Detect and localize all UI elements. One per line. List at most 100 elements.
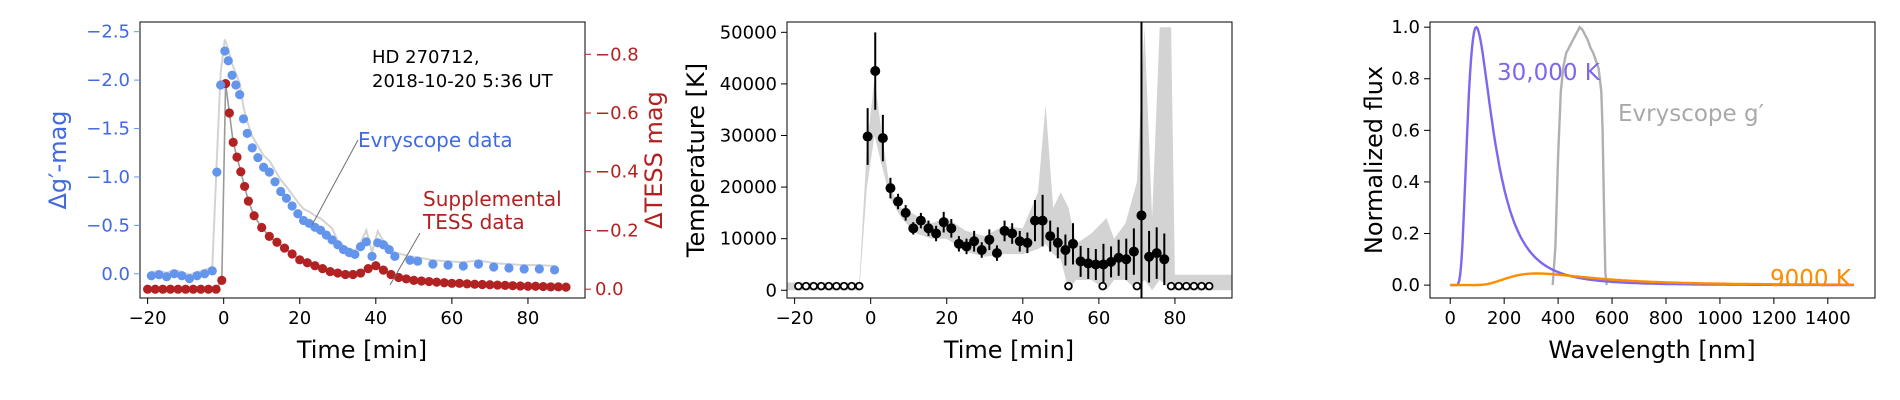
tess-point	[232, 152, 242, 162]
tess-point	[211, 284, 221, 294]
evryscope-point	[216, 80, 226, 90]
temperature-point	[1037, 215, 1048, 226]
evryscope-point	[350, 249, 360, 260]
temperature-point	[885, 183, 896, 194]
evryscope-point	[220, 46, 230, 56]
tess-point	[165, 284, 176, 294]
evryscope-point	[154, 270, 164, 280]
y-left-tick-label: −1.0	[86, 167, 130, 188]
evryscope-point	[534, 264, 544, 274]
light-curve-plot-area	[143, 39, 571, 294]
temperature-point	[1151, 248, 1162, 259]
tess-point	[470, 279, 480, 289]
x-tick-label: 800	[1649, 308, 1683, 329]
evryscope-label-pointer	[311, 139, 359, 226]
tess-point	[228, 137, 238, 147]
spectrum-axes: 0 200 400 600 800 1000 1200 1400 0.0 0.2 0.4 0.6 0.8…	[1391, 17, 1850, 329]
y-tick-label: 0	[766, 280, 777, 301]
evryscope-point	[281, 193, 292, 203]
temperature-point	[984, 234, 995, 245]
tess-point	[340, 269, 350, 280]
tess-point	[371, 261, 381, 271]
x-tick-label: 80	[1163, 308, 1186, 329]
evryscope-point	[473, 259, 484, 269]
evryscope-point	[184, 274, 195, 284]
temperature-open-point	[854, 281, 864, 291]
spectrum-panel: 0 200 400 600 800 1000 1200 1400 0.0 0.2 0.4 0.6 0.8…	[1360, 17, 1876, 364]
evryscope-point	[238, 114, 249, 124]
evryscope-point	[287, 201, 297, 211]
y-right-tick-label: −0.6	[595, 103, 639, 124]
x-tick-label: −20	[129, 308, 167, 329]
evryscope-point	[549, 265, 560, 275]
temperature-open-point	[847, 281, 856, 291]
temperature-open-point	[1174, 281, 1184, 291]
tess-point	[224, 108, 234, 118]
tess-point	[355, 268, 366, 278]
x-tick-label: 0	[1445, 308, 1456, 329]
tess-point	[173, 284, 183, 294]
tess-point	[150, 284, 160, 294]
temperature-point	[1121, 254, 1132, 265]
tess-point	[279, 243, 290, 253]
y-left-tick-label: −2.5	[86, 22, 130, 43]
temperature-point	[991, 248, 1002, 259]
tess-point	[508, 281, 518, 291]
temperature-open-point	[1166, 281, 1176, 291]
temperature-point	[1045, 231, 1056, 242]
temperature-point	[870, 66, 881, 77]
evryscope-point	[390, 251, 400, 261]
evryscope-point	[293, 209, 303, 219]
tess-point	[239, 181, 250, 192]
temperature-point	[1098, 259, 1109, 270]
light-curve-panel: −20 0 20 40 60 80 −2.5 −2.0 −1.5 −1.0 −0.5 0.0 −0.8 −…	[44, 21, 668, 364]
tess-point	[500, 280, 510, 290]
temperature-point	[1159, 254, 1170, 265]
tess-point	[363, 264, 373, 274]
x-tick-label: 0	[218, 308, 229, 329]
tess-point	[249, 211, 259, 221]
tess-point	[424, 276, 434, 287]
evryscope-point	[458, 261, 468, 271]
evryscope-point	[428, 259, 438, 269]
x-tick-label: 600	[1595, 308, 1629, 329]
y-tick-label: 0.0	[1391, 275, 1420, 296]
y-tick-label: 0.4	[1391, 172, 1420, 193]
tess-point	[394, 272, 404, 283]
evryscope-point	[384, 244, 394, 255]
x-tick-label: −20	[776, 308, 814, 329]
evryscope-point	[443, 260, 453, 270]
temperature-point	[1068, 238, 1079, 249]
temperature-point	[1075, 256, 1086, 267]
temperature-open-point	[1098, 281, 1107, 291]
evryscope-point	[235, 90, 245, 100]
evryscope-filter-curve	[1551, 25, 1608, 286]
x-tick-label: 40	[364, 308, 387, 329]
y-tick-label: 1.0	[1391, 17, 1420, 38]
y-left-tick-label: 0.0	[101, 264, 130, 285]
temperature-point	[1128, 246, 1139, 257]
label-30000k: 30,000 K	[1497, 60, 1601, 86]
light-curve-annotation-line2: 2018-10-20 5:36 UT	[372, 71, 554, 92]
tess-point	[416, 276, 427, 286]
evryscope-point	[162, 272, 172, 282]
tess-point	[348, 269, 358, 280]
evryscope-label: Evryscope data	[358, 128, 513, 152]
evryscope-point	[504, 263, 514, 273]
evryscope-point	[247, 143, 257, 153]
temperature-open-point	[1197, 281, 1206, 291]
temperature-point	[923, 223, 934, 234]
y-right-tick-label: −0.4	[595, 162, 639, 183]
temperature-axes: −20 0 20 40 60 80 0 10000 20000 30000 40000 50000	[720, 22, 1187, 329]
evryscope-point	[276, 186, 286, 197]
temperature-point	[1136, 210, 1147, 221]
evryscope-point	[413, 256, 423, 266]
y-tick-label: 30000	[720, 125, 777, 146]
tess-point	[295, 255, 305, 265]
evryscope-point	[270, 177, 280, 187]
light-curve-y-label-left: Δg′-mag	[44, 110, 72, 209]
temperature-point	[999, 225, 1010, 236]
tess-point	[302, 258, 312, 268]
temperature-point	[1022, 237, 1033, 248]
